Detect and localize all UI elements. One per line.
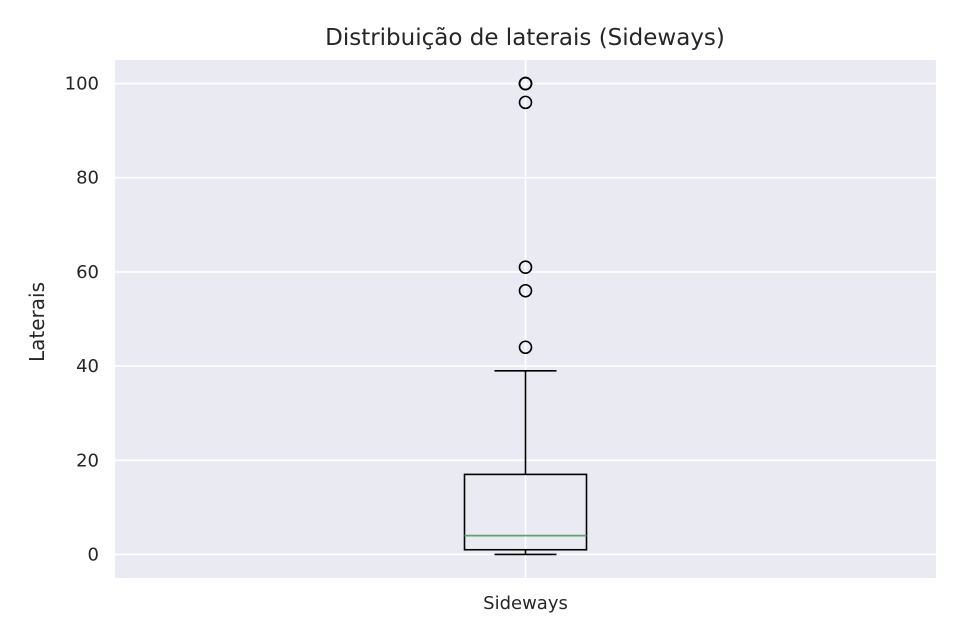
iqr-box xyxy=(463,473,588,551)
y-tick-label: 60 xyxy=(76,262,99,283)
outlier-point xyxy=(518,95,533,110)
y-tick-labels: 0 20 40 60 80 100 xyxy=(65,74,99,566)
y-tick-label: 80 xyxy=(76,168,99,189)
outlier-point xyxy=(518,340,533,355)
box-series xyxy=(463,76,588,556)
outlier-point xyxy=(518,260,533,275)
x-tick-label: Sideways xyxy=(483,593,568,614)
outlier-point xyxy=(518,283,533,298)
outlier-point xyxy=(518,76,533,91)
y-tick-label: 20 xyxy=(76,450,99,471)
y-tick-label: 100 xyxy=(65,74,99,95)
y-axis-label: Laterais xyxy=(25,282,49,362)
chart-title: Distribuição de laterais (Sideways) xyxy=(325,25,725,51)
y-tick-label: 0 xyxy=(88,544,99,565)
x-tick-labels: Sideways xyxy=(483,593,568,614)
y-tick-label: 40 xyxy=(76,356,99,377)
